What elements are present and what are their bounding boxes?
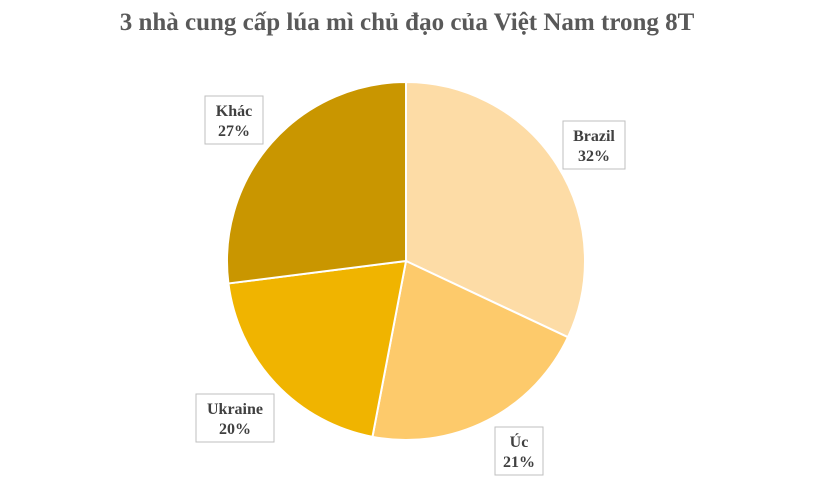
data-label-category: Ukraine: [207, 401, 263, 418]
data-label-percent: 27%: [218, 123, 250, 140]
data-label-uc: Úc 21%: [494, 426, 544, 476]
data-label-category: Úc: [510, 432, 529, 451]
data-label-category: Khác: [216, 103, 252, 120]
chart-title: 3 nhà cung cấp lúa mì chủ đạo của Việt N…: [120, 9, 695, 36]
data-label-percent: 32%: [578, 148, 610, 165]
data-label-box: [204, 95, 264, 145]
data-label-category: Brazil: [573, 128, 615, 145]
data-label-box: [562, 120, 626, 170]
pie-slice-ukraine: [227, 259, 408, 438]
data-label-brazil: Brazil 32%: [562, 120, 626, 170]
pie-slice-uc: [371, 259, 570, 441]
data-label-box: [195, 393, 275, 443]
pie-slices: [226, 80, 586, 441]
data-labels: Brazil 32% Úc 21% Ukraine 20% Khác 27%: [195, 95, 626, 476]
data-label-box: [494, 426, 544, 476]
pie-slice-brazil: [405, 80, 586, 339]
data-label-khac: Khác 27%: [204, 95, 264, 145]
pie-slice-khac: [226, 80, 407, 285]
data-label-percent: 20%: [219, 421, 251, 438]
data-label-percent: 21%: [503, 454, 535, 471]
data-label-ukraine: Ukraine 20%: [195, 393, 275, 443]
